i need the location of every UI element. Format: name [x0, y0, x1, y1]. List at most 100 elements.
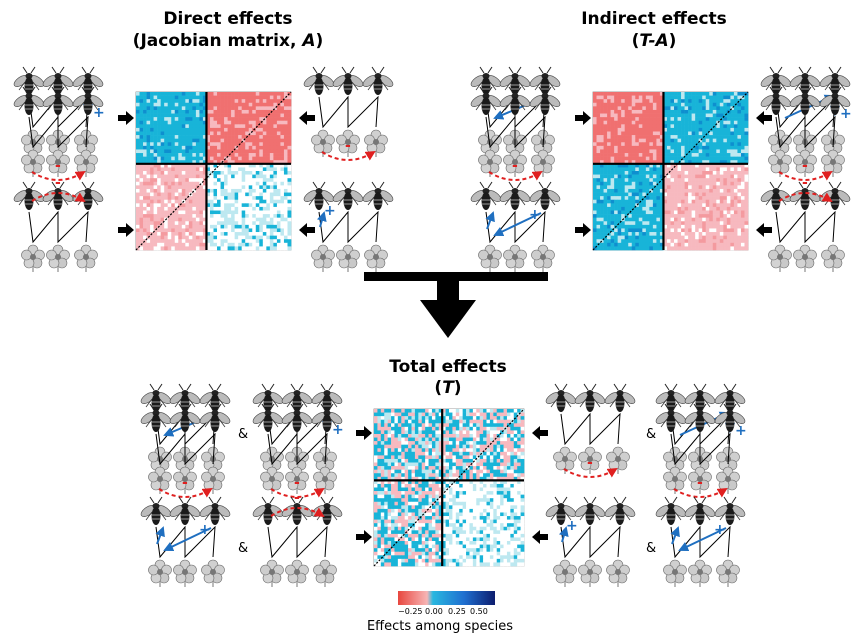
matrix-cell — [227, 120, 232, 125]
matrix-cell — [681, 203, 685, 208]
matrix-cell — [730, 178, 735, 183]
matrix-cell — [649, 221, 654, 226]
matrix-cell — [217, 120, 221, 125]
matrix-cell — [740, 145, 745, 150]
matrix-cell — [638, 138, 643, 143]
matrix-cell — [192, 120, 197, 125]
matrix-cell — [418, 451, 423, 456]
matrix-cell — [659, 221, 664, 226]
matrix-cell — [628, 109, 633, 114]
matrix-cell — [452, 412, 457, 417]
matrix-cell — [621, 149, 625, 154]
matrix-cell — [171, 153, 176, 157]
matrix-cell — [603, 199, 608, 204]
matrix-cell — [414, 416, 419, 421]
matrix-cell — [174, 156, 179, 161]
matrix-cell — [614, 167, 618, 172]
matrix-cell — [276, 124, 281, 129]
matrix-cell — [259, 138, 264, 143]
matrix-cell — [238, 113, 242, 118]
matrix-cell — [195, 113, 200, 118]
matrix-cell — [730, 242, 735, 247]
matrix-cell — [259, 178, 264, 183]
matrix-cell — [726, 246, 731, 251]
matrix-cell — [645, 181, 650, 186]
matrix-cell — [652, 221, 657, 226]
matrix-cell — [241, 138, 246, 143]
matrix-cell — [171, 117, 176, 122]
matrix-cell — [139, 149, 144, 154]
matrix-cell — [408, 491, 412, 495]
matrix-cell — [273, 185, 278, 190]
matrix-cell — [192, 99, 197, 104]
matrix-cell — [593, 199, 597, 204]
matrix-cell — [730, 188, 735, 193]
matrix-cell — [452, 409, 457, 413]
matrix-cell — [227, 188, 232, 193]
matrix-cell — [391, 487, 395, 492]
matrix-cell — [489, 480, 494, 485]
matrix-cell — [178, 163, 183, 168]
matrix-cell — [262, 149, 267, 154]
matrix-cell — [404, 426, 409, 431]
matrix-cell — [593, 203, 597, 208]
matrix-cell — [209, 92, 214, 96]
matrix-cell — [146, 246, 151, 251]
matrix-cell — [469, 494, 474, 499]
matrix-cell — [520, 423, 525, 428]
matrix-cell — [631, 196, 636, 201]
matrix-cell — [624, 192, 629, 197]
matrix-cell — [438, 458, 443, 463]
matrix-cell — [642, 124, 647, 129]
matrix-cell — [652, 113, 657, 118]
matrix-cell — [238, 192, 242, 197]
matrix-cell — [469, 441, 474, 445]
matrix-cell — [723, 242, 728, 247]
matrix-cell — [273, 203, 278, 208]
matrix-cell — [220, 153, 225, 157]
matrix-cell — [199, 149, 204, 154]
matrix-cell — [435, 451, 440, 456]
matrix-cell — [280, 163, 285, 168]
matrix-cell — [670, 138, 675, 143]
matrix-cell — [614, 206, 618, 211]
matrix-cell — [617, 217, 622, 222]
matrix-cell — [401, 455, 405, 460]
matrix-cell — [411, 409, 416, 413]
matrix-cell — [677, 106, 682, 111]
matrix-cell — [273, 214, 278, 218]
matrix-cell — [670, 145, 675, 150]
matrix-cell — [150, 217, 154, 222]
matrix-cell — [150, 131, 154, 136]
matrix-cell — [449, 416, 453, 421]
matrix-cell — [150, 138, 154, 143]
matrix-cell — [259, 188, 264, 193]
matrix-cell — [506, 441, 511, 445]
matrix-cell — [596, 196, 601, 201]
matrix-cell — [167, 224, 172, 229]
matrix-cell — [645, 149, 650, 154]
matrix-cell — [603, 127, 608, 132]
matrix-cell — [252, 178, 257, 183]
matrix-cell — [224, 221, 228, 226]
matrix-cell — [723, 235, 728, 240]
matrix-cell — [705, 174, 710, 179]
matrix-cell — [607, 188, 611, 193]
matrix-cell — [730, 214, 735, 218]
matrix-cell — [677, 124, 682, 129]
matrix-cell — [656, 163, 661, 168]
matrix-cell — [740, 149, 745, 154]
matrix-cell — [459, 430, 463, 435]
matrix-cell — [259, 196, 264, 201]
matrix-cell — [202, 145, 207, 150]
matrix-cell — [273, 178, 278, 183]
matrix-cell — [695, 153, 699, 157]
matrix-cell — [479, 409, 484, 413]
matrix-cell — [283, 102, 288, 107]
matrix-cell — [681, 199, 685, 204]
matrix-cell — [408, 416, 412, 421]
matrix-cell — [596, 228, 601, 233]
matrix-cell — [195, 153, 200, 157]
matrix-cell — [603, 196, 608, 201]
matrix-cell — [489, 483, 494, 488]
